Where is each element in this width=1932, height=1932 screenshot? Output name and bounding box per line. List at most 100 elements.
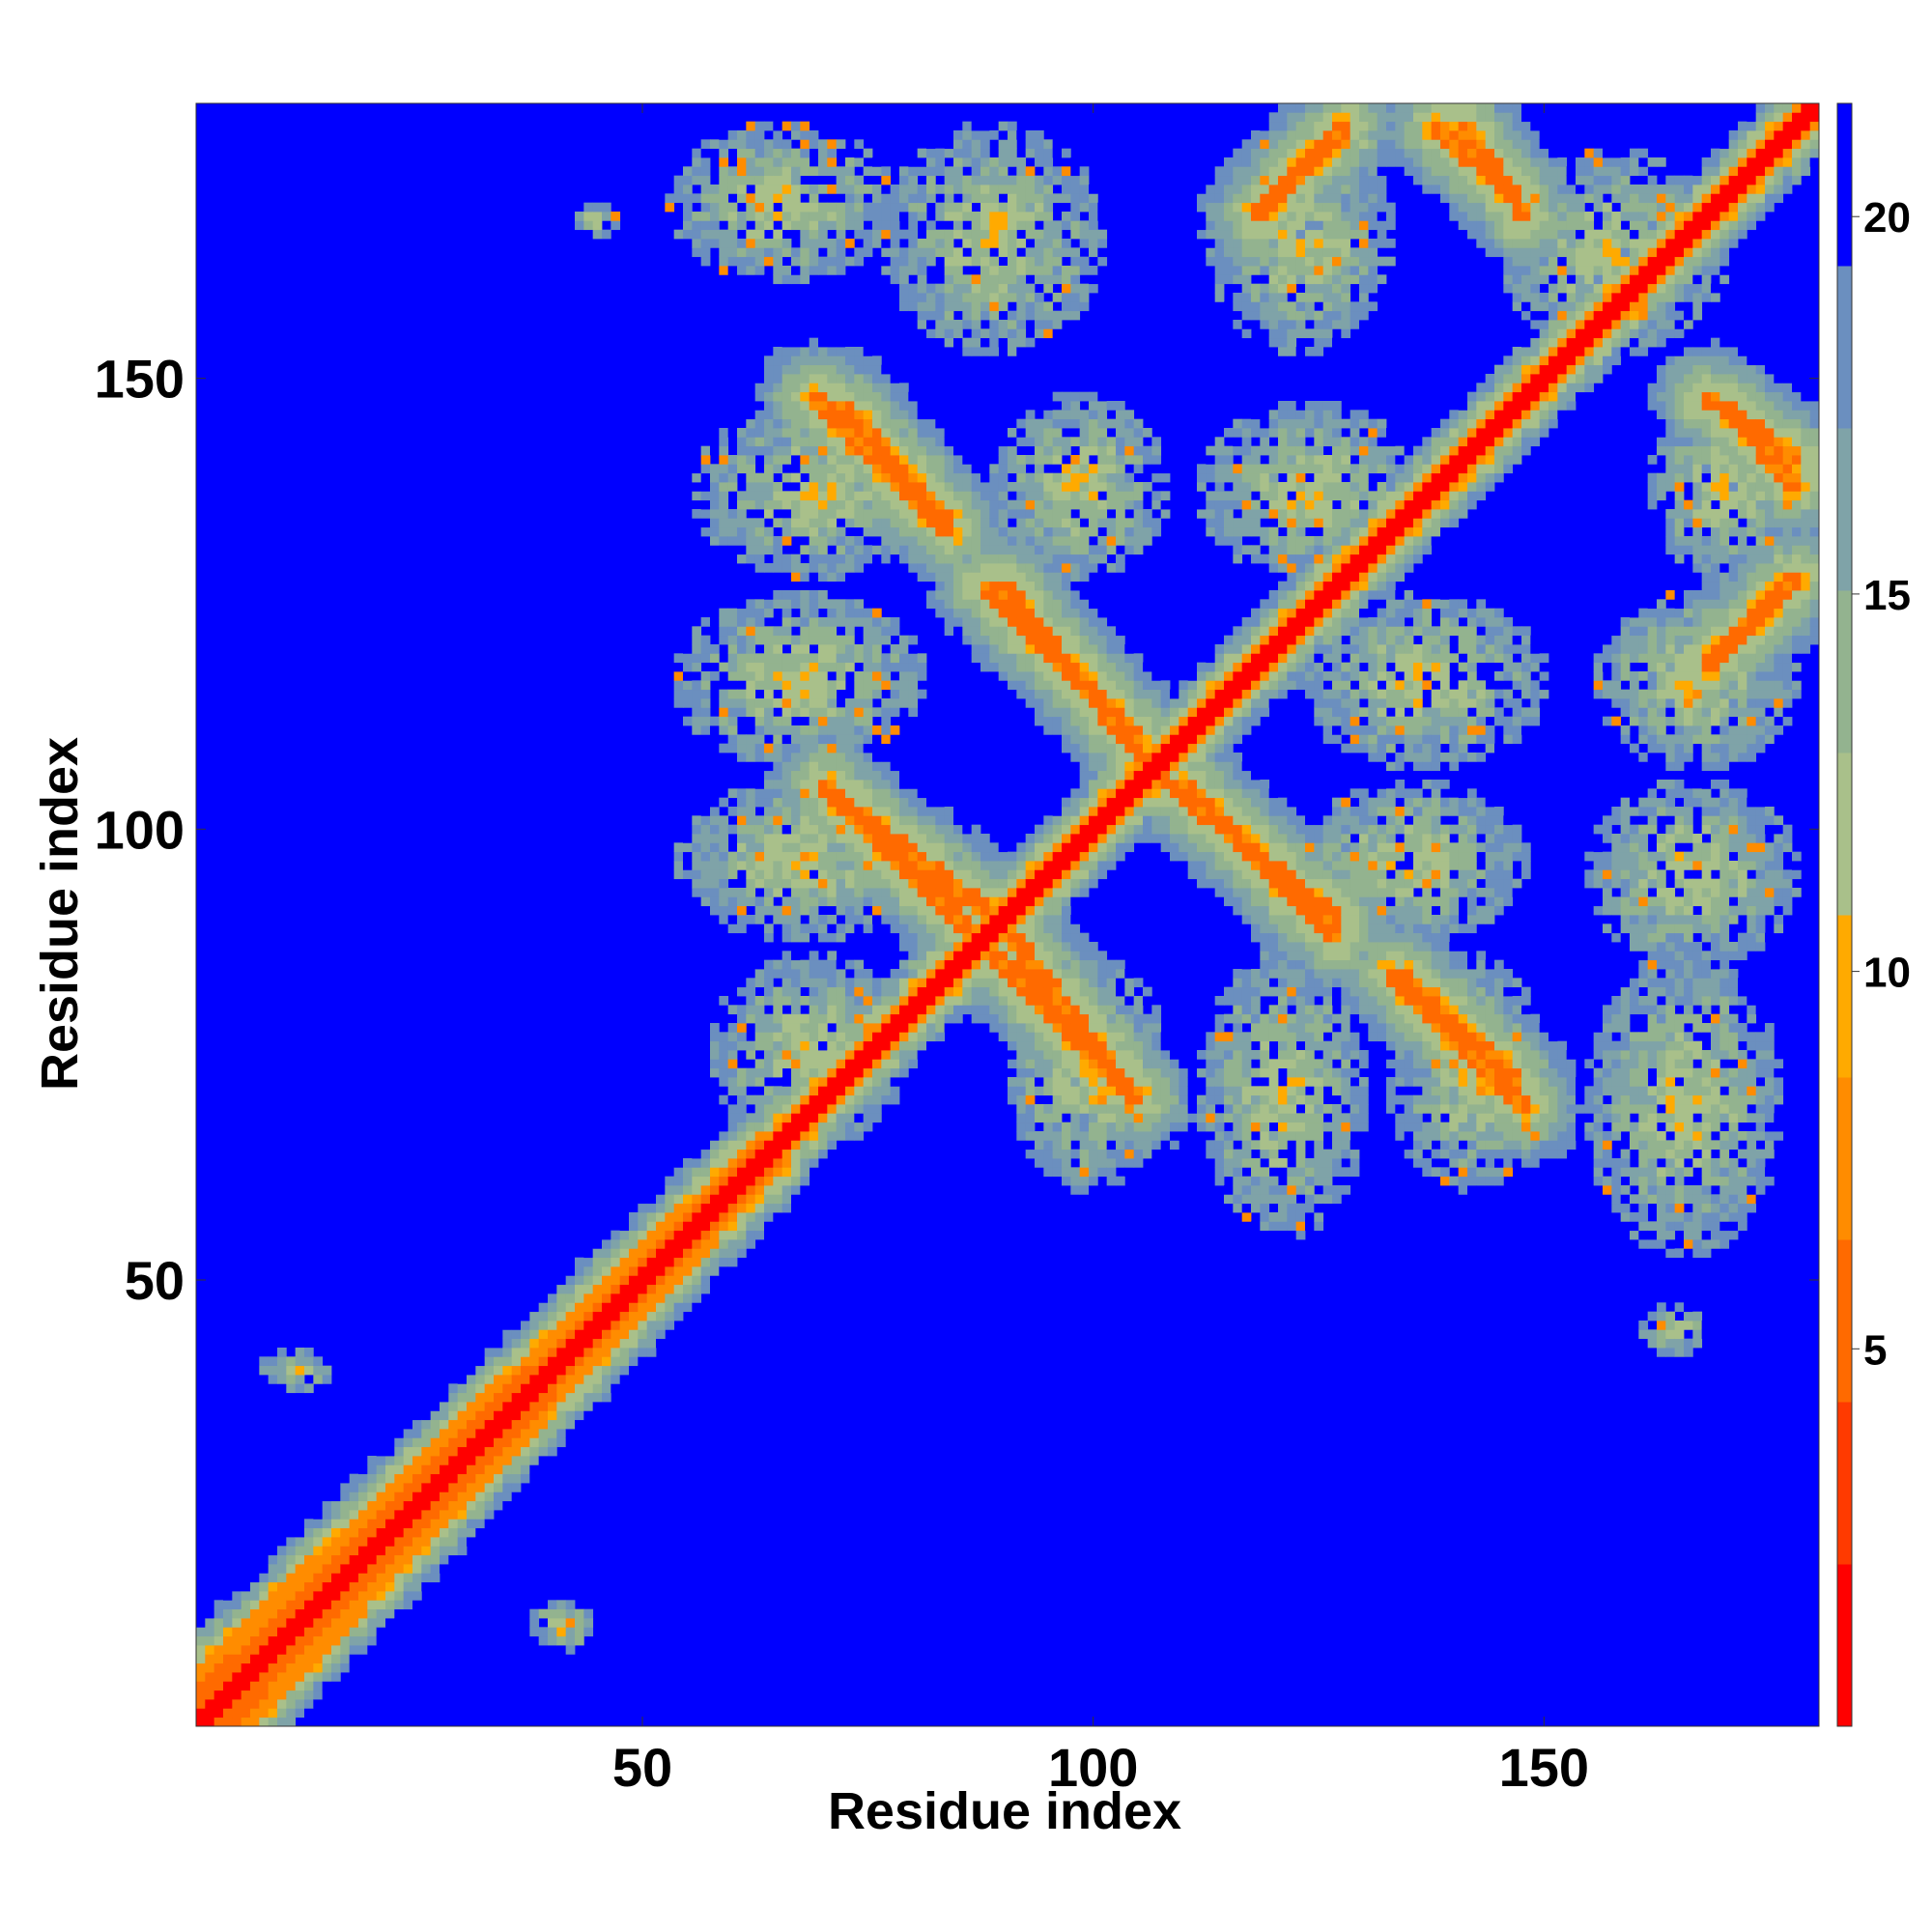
heatmap-cell bbox=[944, 932, 954, 943]
heatmap-cell bbox=[205, 1662, 215, 1673]
heatmap-cell bbox=[719, 518, 729, 528]
heatmap-cell bbox=[754, 1113, 765, 1123]
heatmap-cell bbox=[1089, 1086, 1098, 1096]
heatmap-cell bbox=[1079, 662, 1090, 672]
heatmap-cell bbox=[385, 1464, 395, 1475]
heatmap-cell bbox=[836, 932, 846, 943]
heatmap-cell bbox=[773, 121, 783, 131]
heatmap-cell bbox=[890, 1040, 900, 1051]
heatmap-cell bbox=[800, 1023, 810, 1033]
heatmap-cell bbox=[764, 499, 774, 510]
heatmap-cell bbox=[213, 1662, 224, 1673]
heatmap-cell bbox=[710, 491, 720, 501]
heatmap-cell bbox=[1016, 698, 1027, 708]
heatmap-cell bbox=[746, 644, 756, 654]
heatmap-cell bbox=[1089, 1104, 1098, 1114]
heatmap-cell bbox=[1070, 545, 1081, 555]
heatmap-cell bbox=[592, 1321, 603, 1330]
heatmap-cell bbox=[403, 1419, 413, 1430]
heatmap-cell bbox=[863, 725, 873, 735]
heatmap-cell bbox=[764, 1059, 774, 1069]
heatmap-cell bbox=[908, 391, 919, 402]
heatmap-cell bbox=[827, 1077, 838, 1087]
heatmap-cell bbox=[908, 185, 919, 194]
heatmap-cell bbox=[421, 1456, 432, 1465]
heatmap-cell bbox=[331, 1573, 341, 1583]
heatmap-cell bbox=[998, 869, 1009, 880]
heatmap-cell bbox=[286, 1581, 297, 1592]
heatmap-cell bbox=[1008, 526, 1017, 537]
heatmap-cell bbox=[548, 1383, 557, 1394]
heatmap-cell bbox=[854, 689, 865, 699]
heatmap-cell bbox=[746, 851, 756, 862]
heatmap-cell bbox=[998, 464, 1009, 474]
heatmap-cell bbox=[1070, 915, 1081, 924]
heatmap-cell bbox=[656, 1302, 666, 1313]
heatmap-cell bbox=[529, 1419, 540, 1430]
heatmap-cell bbox=[953, 1013, 963, 1024]
heatmap-cell bbox=[773, 734, 783, 745]
heatmap-cell bbox=[430, 1537, 440, 1547]
heatmap-cell bbox=[467, 1483, 476, 1492]
heatmap-cell bbox=[998, 581, 1009, 591]
heatmap-cell bbox=[854, 536, 865, 546]
heatmap-cell bbox=[250, 1699, 260, 1709]
heatmap-cell bbox=[890, 626, 900, 637]
heatmap-cell bbox=[1016, 689, 1027, 699]
heatmap-cell bbox=[908, 707, 919, 718]
heatmap-cell bbox=[1089, 1032, 1098, 1042]
heatmap-cell bbox=[737, 1158, 747, 1168]
heatmap-cell bbox=[917, 1013, 927, 1024]
heatmap-cell bbox=[935, 247, 946, 258]
heatmap-cell bbox=[1016, 1050, 1027, 1060]
heatmap-cell bbox=[872, 364, 882, 375]
heatmap-cell bbox=[881, 193, 892, 204]
heatmap-cell bbox=[818, 807, 828, 816]
heatmap-cell bbox=[710, 482, 720, 492]
heatmap-cell bbox=[1070, 401, 1081, 411]
heatmap-cell bbox=[1052, 1158, 1063, 1168]
heatmap-cell bbox=[403, 1573, 413, 1583]
heatmap-cell bbox=[890, 698, 900, 708]
heatmap-cell bbox=[962, 293, 973, 302]
heatmap-cell bbox=[899, 689, 909, 699]
heatmap-cell bbox=[791, 698, 801, 708]
heatmap-cell bbox=[773, 743, 783, 753]
heatmap-cell bbox=[611, 1365, 621, 1376]
heatmap-cell bbox=[340, 1519, 351, 1529]
heatmap-cell bbox=[692, 878, 702, 889]
heatmap-cell bbox=[962, 526, 973, 537]
heatmap-cell bbox=[1016, 554, 1027, 564]
heatmap-cell bbox=[592, 1402, 603, 1411]
heatmap-cell bbox=[700, 861, 711, 870]
heatmap-cell bbox=[719, 626, 729, 637]
heatmap-cell bbox=[683, 644, 693, 654]
heatmap-cell bbox=[1008, 175, 1017, 185]
heatmap-cell bbox=[556, 1375, 567, 1384]
heatmap-cell bbox=[836, 1067, 846, 1078]
heatmap-cell bbox=[1008, 599, 1017, 610]
heatmap-cell bbox=[746, 1176, 756, 1186]
heatmap-cell bbox=[737, 1194, 747, 1205]
heatmap-cell bbox=[710, 1059, 720, 1069]
heatmap-cell bbox=[764, 428, 774, 438]
heatmap-cell bbox=[719, 1158, 729, 1168]
heatmap-cell bbox=[1025, 418, 1036, 429]
heatmap-cell bbox=[791, 996, 801, 1006]
heatmap-cell bbox=[1070, 942, 1081, 952]
heatmap-cell bbox=[754, 185, 765, 194]
heatmap-cell bbox=[1052, 698, 1063, 708]
heatmap-cell bbox=[881, 472, 892, 483]
heatmap-cell bbox=[845, 635, 855, 645]
heatmap-cell bbox=[809, 725, 819, 735]
heatmap-cell bbox=[592, 1410, 603, 1421]
heatmap-cell bbox=[1043, 526, 1054, 537]
heatmap-cell bbox=[548, 1437, 557, 1448]
heatmap-cell bbox=[962, 932, 973, 943]
heatmap-cell bbox=[1016, 1104, 1027, 1114]
heatmap-cell bbox=[737, 617, 747, 627]
heatmap-cell bbox=[935, 554, 946, 564]
heatmap-cell bbox=[565, 1419, 576, 1430]
heatmap-cell bbox=[223, 1672, 233, 1682]
heatmap-cell bbox=[998, 212, 1009, 221]
